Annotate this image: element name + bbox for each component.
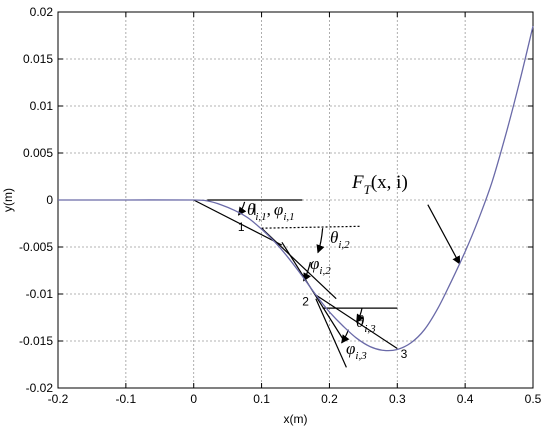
angle-label-1: θi,1, φi,1	[247, 200, 295, 223]
angle-arrow-1	[238, 201, 247, 216]
x-tick-label: 0.3	[389, 392, 406, 406]
tangent-line-3	[315, 298, 347, 368]
angle-label-3: φi,2	[310, 254, 331, 277]
tangent-construction	[193, 199, 461, 368]
y-tick-label: 0.005	[23, 146, 53, 160]
series-line	[58, 25, 534, 352]
horizontal-ref-2	[261, 225, 360, 229]
y-tick-label: 0.01	[30, 99, 54, 113]
x-tick-label: 0.5	[525, 392, 542, 406]
point-label-1: 1	[238, 220, 245, 234]
x-tick-label: 0.1	[253, 392, 270, 406]
angle-label-5: φi,3	[346, 339, 367, 362]
y-tick-label: -0.005	[19, 240, 53, 254]
y-tick-label: -0.015	[19, 334, 53, 348]
ticks: -0.2 -0.1 0 0.1 0.2 0.3 0.4 0.5 -0.02 -0.015 -0.01…	[19, 5, 542, 406]
point-label-3: 3	[401, 347, 408, 361]
x-tick-label: -0.2	[48, 392, 69, 406]
angle-arrow-4	[356, 307, 365, 323]
y-tick-label: -0.01	[26, 287, 54, 301]
curve-label-pointer	[427, 204, 461, 265]
angle-label-4: θi,3	[356, 312, 376, 335]
y-tick-label: 0.02	[30, 5, 54, 19]
angle-arrow-2	[316, 228, 325, 254]
x-tick-label: 0.2	[321, 392, 338, 406]
y-tick-label: 0.015	[23, 52, 53, 66]
angle-label-2: θi,2	[330, 228, 350, 251]
y-axis-label: y(m)	[1, 188, 15, 212]
x-tick-label: -0.1	[116, 392, 137, 406]
x-tick-label: 0	[190, 392, 197, 406]
y-tick-label: -0.02	[26, 381, 54, 395]
point-label-2: 2	[302, 294, 309, 308]
x-axis-label: x(m)	[284, 412, 308, 426]
x-tick-label: 0.4	[457, 392, 474, 406]
chord-line-1	[193, 199, 283, 246]
curve-label: FT(x, i)	[351, 172, 408, 197]
chord-line-2	[261, 227, 337, 300]
y-tick-label: 0	[46, 193, 53, 207]
